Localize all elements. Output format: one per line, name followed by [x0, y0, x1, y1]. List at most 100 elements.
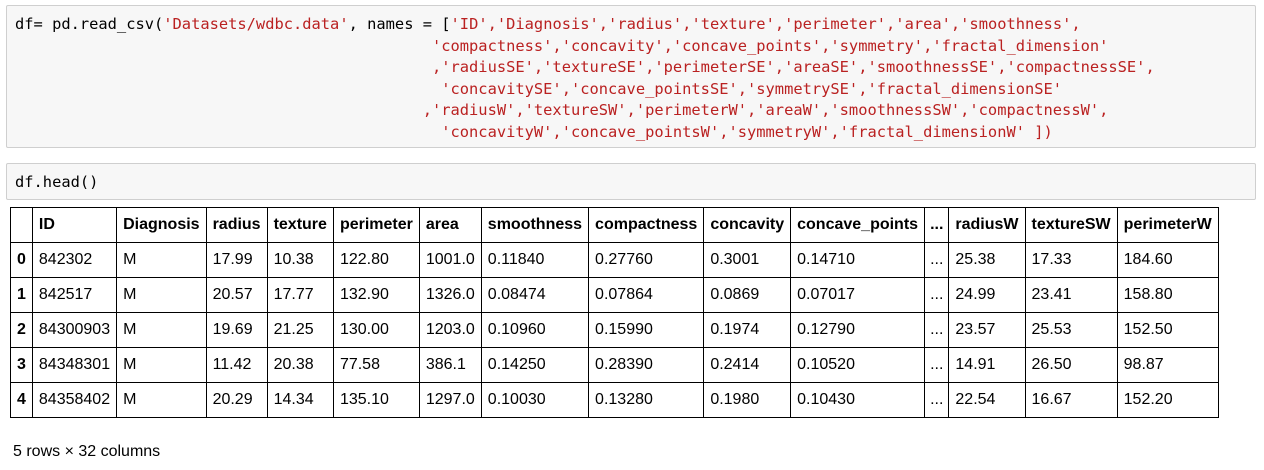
table-cell: 20.38: [266, 347, 334, 383]
table-cell: 1001.0: [418, 242, 482, 278]
dataframe-output: ID Diagnosis radius texture perimeter ar…: [10, 207, 1250, 425]
table-cell: 0.1980: [703, 382, 792, 418]
table-cell: 842302: [31, 242, 118, 278]
table-cell: 19.69: [205, 312, 268, 348]
table-cell: 17.33: [1024, 242, 1118, 278]
code-line-3: ,'radiusSE','textureSE','perimeterSE','a…: [15, 58, 1155, 76]
table-cell: M: [116, 347, 207, 383]
table-header-row: ID Diagnosis radius texture perimeter ar…: [10, 207, 1219, 243]
code-line-2: 'compactness','concavity','concave_point…: [15, 36, 1109, 55]
header-diagnosis: Diagnosis: [116, 207, 207, 243]
table-cell: 14.91: [948, 347, 1026, 383]
table-cell: 0.2414: [703, 347, 792, 383]
table-cell: 0.08474: [480, 277, 590, 313]
table-cell: 135.10: [332, 382, 420, 418]
code-line-5: ,'radiusW','textureSW','perimeterW','are…: [15, 101, 1109, 119]
table-cell: 0.10520: [790, 347, 926, 383]
table-cell-ellipsis: ...: [924, 312, 950, 348]
table-cell: 10.38: [266, 242, 334, 278]
table-cell: 16.67: [1024, 382, 1118, 418]
header-concavity: concavity: [703, 207, 792, 243]
row-index: 4: [10, 382, 33, 418]
row-index: 0: [10, 242, 33, 278]
table-cell: 122.80: [332, 242, 420, 278]
table-cell: 0.11840: [480, 242, 590, 278]
table-cell: 0.14710: [790, 242, 926, 278]
header-radiusw: radiusW: [948, 207, 1026, 243]
table-cell: 0.28390: [588, 347, 705, 383]
table-cell: 84300903: [31, 312, 118, 348]
table-cell: 0.14250: [480, 347, 590, 383]
table-cell: 24.99: [948, 277, 1026, 313]
table-cell: 0.10430: [790, 382, 926, 418]
dataframe-shape-label: 5 rows × 32 columns: [13, 443, 161, 460]
table-cell: 77.58: [332, 347, 420, 383]
table-cell: 0.15990: [588, 312, 705, 348]
table-cell: M: [116, 277, 207, 313]
dataframe-table: ID Diagnosis radius texture perimeter ar…: [10, 207, 1219, 418]
code-token-names: , names = [: [348, 15, 451, 33]
code-line-6: 'concavityW','concave_pointsW','symmetry…: [15, 122, 1053, 141]
header-texturesw: textureSW: [1024, 207, 1118, 243]
table-cell: 0.0869: [703, 277, 792, 313]
header-perimeter: perimeter: [332, 207, 420, 243]
header-smoothness: smoothness: [480, 207, 590, 243]
table-cell: 1297.0: [418, 382, 482, 418]
table-cell: 22.54: [948, 382, 1026, 418]
table-cell: 84348301: [31, 347, 118, 383]
row-index: 3: [10, 347, 33, 383]
table-cell: 0.10960: [480, 312, 590, 348]
table-cell: 98.87: [1116, 347, 1219, 383]
code-line-1: df= pd.read_csv('Datasets/wdbc.data', na…: [15, 15, 1081, 33]
table-row: 0 842302 M 17.99 10.38 122.80 1001.0 0.11840 0.2…: [10, 242, 1219, 278]
table-cell: 152.20: [1116, 382, 1219, 418]
row-index: 2: [10, 312, 33, 348]
table-cell-ellipsis: ...: [924, 277, 950, 313]
table-cell: 152.50: [1116, 312, 1219, 348]
table-cell: 0.27760: [588, 242, 705, 278]
table-cell: 1326.0: [418, 277, 482, 313]
header-perimeterw: perimeterW: [1116, 207, 1219, 243]
table-cell: 21.25: [266, 312, 334, 348]
code-cell-read-csv[interactable]: df= pd.read_csv('Datasets/wdbc.data', na…: [6, 5, 1256, 148]
table-cell: 25.38: [948, 242, 1026, 278]
header-index: [10, 207, 33, 243]
table-cell: 1203.0: [418, 312, 482, 348]
table-cell: 25.53: [1024, 312, 1118, 348]
table-cell: M: [116, 382, 207, 418]
table-row: 1 842517 M 20.57 17.77 132.90 1326.0 0.08474 0.0…: [10, 277, 1219, 313]
table-cell: 0.12790: [790, 312, 926, 348]
table-cell: 184.60: [1116, 242, 1219, 278]
table-cell: 14.34: [266, 382, 334, 418]
table-cell: 26.50: [1024, 347, 1118, 383]
header-concave-points: concave_points: [790, 207, 926, 243]
code-editor-read-csv[interactable]: df= pd.read_csv('Datasets/wdbc.data', na…: [7, 6, 1255, 143]
code-token-prefix: df= pd.read_csv(: [15, 15, 164, 33]
code-editor-head[interactable]: df.head(): [15, 173, 99, 191]
table-cell: 842517: [31, 277, 118, 313]
table-cell: 0.13280: [588, 382, 705, 418]
table-cell: 158.80: [1116, 277, 1219, 313]
table-cell: M: [116, 242, 207, 278]
table-cell: 11.42: [205, 347, 268, 383]
header-id: ID: [31, 207, 118, 243]
table-cell: 130.00: [332, 312, 420, 348]
table-cell: 0.10030: [480, 382, 590, 418]
table-row: 3 84348301 M 11.42 20.38 77.58 386.1 0.14250 0.2…: [10, 347, 1219, 383]
header-radius: radius: [205, 207, 268, 243]
table-cell: 0.1974: [703, 312, 792, 348]
row-index: 1: [10, 277, 33, 313]
code-cell-head[interactable]: df.head(): [6, 163, 1256, 200]
header-texture: texture: [266, 207, 334, 243]
table-row: 2 84300903 M 19.69 21.25 130.00 1203.0 0.10960 0…: [10, 312, 1219, 348]
code-token-path: 'Datasets/wdbc.data': [163, 15, 349, 33]
table-cell: M: [116, 312, 207, 348]
table-cell: 0.3001: [703, 242, 792, 278]
table-cell: 386.1: [418, 347, 482, 383]
header-compactness: compactness: [588, 207, 705, 243]
table-cell: 132.90: [332, 277, 420, 313]
table-cell: 0.07017: [790, 277, 926, 313]
table-cell: 20.57: [205, 277, 268, 313]
table-cell: 84358402: [31, 382, 118, 418]
table-cell-ellipsis: ...: [924, 347, 950, 383]
